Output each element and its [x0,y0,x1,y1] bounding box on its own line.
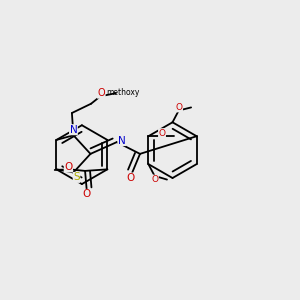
Text: O: O [64,162,73,172]
Text: S: S [73,172,80,182]
Text: O: O [152,175,158,184]
Text: N: N [70,125,77,135]
Text: O: O [98,88,105,98]
Text: O: O [127,173,135,183]
Text: O: O [82,189,91,200]
Text: O: O [158,129,166,138]
Text: methoxy: methoxy [106,88,140,97]
Text: N: N [118,136,126,146]
Text: O: O [176,103,182,112]
